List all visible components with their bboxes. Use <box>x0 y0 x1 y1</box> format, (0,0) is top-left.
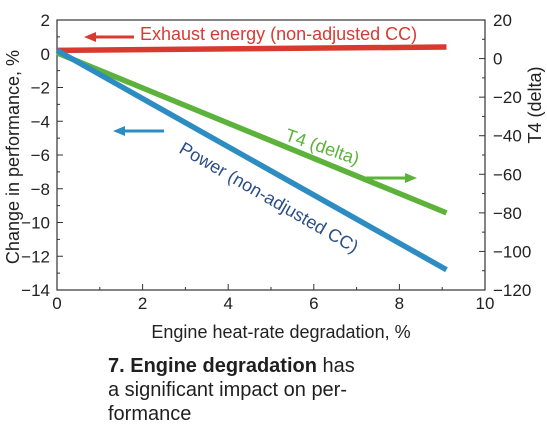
x-tick-label: 10 <box>476 294 495 313</box>
y-tick-label: −14 <box>21 281 50 300</box>
y-tick-label: −10 <box>21 214 50 233</box>
exhaust-direction-arrow <box>84 32 134 42</box>
y2-tick-label: −40 <box>493 127 522 146</box>
y2-tick-label: 20 <box>493 11 512 30</box>
y-tick-label: −2 <box>31 79 50 98</box>
x-tick-label: 6 <box>309 294 318 313</box>
t4-direction-arrow-head <box>405 173 417 183</box>
y2-tick-label: 0 <box>493 50 502 69</box>
y-tick-label: 0 <box>41 45 50 64</box>
y-tick-label: −6 <box>31 146 50 165</box>
caption-line-1: 7. Engine degradation has <box>108 354 438 378</box>
y2-tick-label: −80 <box>493 204 522 223</box>
caption-title: Engine degradation <box>130 355 317 377</box>
caption-text-1: has <box>316 355 355 377</box>
plot-frame <box>56 19 486 291</box>
exhaust-direction-arrow-head <box>84 32 96 42</box>
y-tick-label: −8 <box>31 180 50 199</box>
series-exhaust-label: Exhaust energy (non-adjusted CC) <box>140 24 417 44</box>
y2-tick-label: −20 <box>493 88 522 107</box>
y-tick-label: −4 <box>31 112 50 131</box>
series-t4-line <box>55 50 448 216</box>
x-tick-label: 2 <box>138 294 147 313</box>
y2-tick-label: −60 <box>493 165 522 184</box>
y-tick-label: −12 <box>21 247 50 266</box>
caption-line-2: a significant impact on per- <box>108 379 348 401</box>
power-direction-arrow <box>113 126 164 136</box>
series-exhaust-line <box>56 44 447 54</box>
engine-degradation-chart: 0 2 4 6 8 10 2 0 −2 −4 −6 −8 −10 −12 −14 20 0 −20 −40 −60 −8… <box>3 11 545 342</box>
x-tick-label: 4 <box>223 294 232 313</box>
y2-tick-label: −100 <box>493 242 531 261</box>
x-tick-label: 0 <box>52 294 61 313</box>
y2-axis-label: T4 (delta) <box>525 66 545 143</box>
caption-number: 7. <box>108 355 125 377</box>
series-power-line <box>55 47 448 273</box>
power-direction-arrow-head <box>113 126 125 136</box>
t4-direction-arrow <box>366 173 417 183</box>
y2-tick-label: −120 <box>493 281 531 300</box>
x-axis-label: Engine heat-rate degradation, % <box>151 322 410 342</box>
figure-caption: 7. Engine degradation has a significant … <box>108 354 438 426</box>
y-axis-label: Change in performance, % <box>3 50 23 264</box>
x-tick-label: 8 <box>395 294 404 313</box>
caption-line-3: formance <box>108 403 192 425</box>
y-tick-label: 2 <box>41 11 50 30</box>
chart-svg: 0 2 4 6 8 1020−2−4−6−8−10−12−14200−20−40−60−8… <box>3 11 545 342</box>
